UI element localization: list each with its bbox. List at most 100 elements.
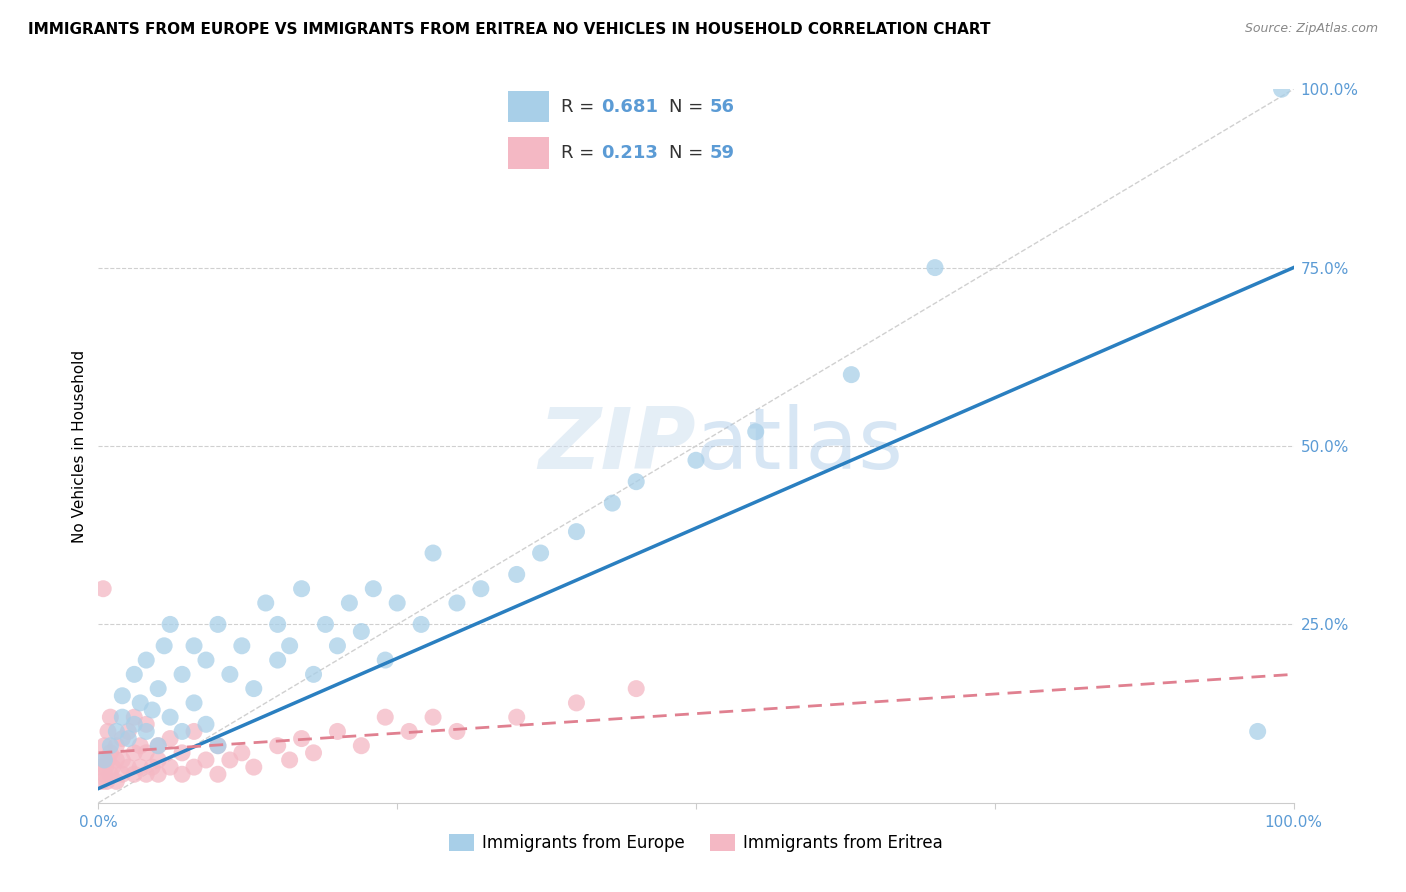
Point [93, 739, 115, 753]
Bar [509, 91, 548, 122]
Point [94, 760, 117, 774]
Point [291, 731, 314, 746]
Point [129, 760, 152, 774]
Point [411, 617, 433, 632]
Point [159, 760, 181, 774]
Point [183, 639, 205, 653]
Point [326, 639, 349, 653]
Bar [509, 137, 548, 169]
Point [159, 731, 181, 746]
Point [565, 524, 588, 539]
Point [111, 689, 134, 703]
Point [339, 596, 361, 610]
Point [924, 260, 946, 275]
Point [148, 681, 170, 696]
Point [207, 767, 229, 781]
Point [207, 739, 229, 753]
Point [350, 624, 373, 639]
Point [135, 767, 157, 781]
Point [195, 753, 218, 767]
Point [105, 724, 128, 739]
Point [97, 724, 120, 739]
Point [422, 710, 444, 724]
Text: 59: 59 [710, 144, 734, 161]
Point [350, 739, 373, 753]
Point [207, 617, 229, 632]
Point [243, 681, 266, 696]
Point [470, 582, 492, 596]
Point [148, 753, 170, 767]
Point [278, 639, 301, 653]
Point [124, 767, 146, 781]
Point [124, 717, 146, 731]
Point [172, 724, 194, 739]
Text: N =: N = [669, 144, 709, 161]
Point [219, 753, 242, 767]
Point [135, 717, 157, 731]
Text: 0.681: 0.681 [602, 98, 658, 116]
Text: IMMIGRANTS FROM EUROPE VS IMMIGRANTS FROM ERITREA NO VEHICLES IN HOUSEHOLD CORRE: IMMIGRANTS FROM EUROPE VS IMMIGRANTS FRO… [28, 22, 991, 37]
Point [93, 767, 115, 781]
Point [135, 746, 157, 760]
Point [98, 767, 122, 781]
Point [183, 724, 205, 739]
Point [98, 746, 122, 760]
Point [111, 767, 134, 781]
Point [91, 753, 114, 767]
Text: Source: ZipAtlas.com: Source: ZipAtlas.com [1244, 22, 1378, 36]
Point [90, 760, 112, 774]
Point [129, 696, 152, 710]
Point [195, 717, 218, 731]
Point [91, 774, 114, 789]
Point [267, 653, 290, 667]
Point [124, 710, 146, 724]
Point [446, 596, 468, 610]
Text: 56: 56 [710, 98, 734, 116]
Point [172, 746, 194, 760]
Point [111, 753, 134, 767]
Point [172, 667, 194, 681]
Point [1247, 724, 1270, 739]
Point [98, 739, 122, 753]
Legend: Immigrants from Europe, Immigrants from Eritrea: Immigrants from Europe, Immigrants from … [443, 827, 949, 859]
Point [219, 667, 242, 681]
Point [135, 653, 157, 667]
Point [172, 767, 194, 781]
Point [302, 746, 325, 760]
Point [111, 710, 134, 724]
Point [374, 710, 396, 724]
Point [91, 582, 114, 596]
Point [148, 739, 170, 753]
Point [446, 724, 468, 739]
Point [374, 653, 396, 667]
Point [291, 582, 314, 596]
Point [506, 567, 529, 582]
Point [183, 760, 205, 774]
Point [124, 667, 146, 681]
Point [93, 753, 115, 767]
Point [745, 425, 768, 439]
Point [231, 639, 253, 653]
Point [111, 731, 134, 746]
Point [326, 724, 349, 739]
Point [129, 739, 152, 753]
Point [105, 774, 128, 789]
Text: N =: N = [669, 98, 709, 116]
Point [148, 739, 170, 753]
Point [96, 774, 118, 789]
Text: R =: R = [561, 144, 600, 161]
Point [195, 653, 218, 667]
Point [422, 546, 444, 560]
Point [159, 710, 181, 724]
Point [135, 724, 157, 739]
Point [506, 710, 529, 724]
Y-axis label: No Vehicles in Household: No Vehicles in Household [72, 350, 87, 542]
Text: R =: R = [561, 98, 600, 116]
Point [207, 739, 229, 753]
Point [117, 724, 139, 739]
Point [685, 453, 707, 467]
Point [841, 368, 863, 382]
Point [278, 753, 301, 767]
Point [602, 496, 624, 510]
Point [148, 767, 170, 781]
